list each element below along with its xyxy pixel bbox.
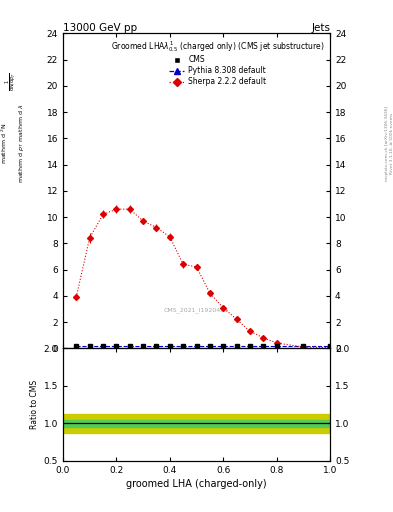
Text: Jets: Jets [311,23,330,32]
Text: Rivet 3.1.10, ≥ 500k events: Rivet 3.1.10, ≥ 500k events [390,113,393,174]
Text: CMS_2021_I1920483: CMS_2021_I1920483 [164,308,229,313]
Text: mathrm d $p_T$ mathrm d $\lambda$: mathrm d $p_T$ mathrm d $\lambda$ [17,103,26,183]
Legend: CMS, Pythia 8.308 default, Sherpa 2.2.2 default: CMS, Pythia 8.308 default, Sherpa 2.2.2 … [109,37,326,88]
Text: mathrm d $^2$N: mathrm d $^2$N [0,122,9,164]
Text: $\frac{1}{\mathrm{d}N/\mathrm{d}p_T}$: $\frac{1}{\mathrm{d}N/\mathrm{d}p_T}$ [4,73,20,91]
Y-axis label: Ratio to CMS: Ratio to CMS [31,380,39,429]
Text: mcplots.cern.ch [arXiv:1306.3436]: mcplots.cern.ch [arXiv:1306.3436] [385,106,389,181]
Text: 13000 GeV pp: 13000 GeV pp [63,23,137,32]
X-axis label: groomed LHA (charged-only): groomed LHA (charged-only) [126,479,267,489]
